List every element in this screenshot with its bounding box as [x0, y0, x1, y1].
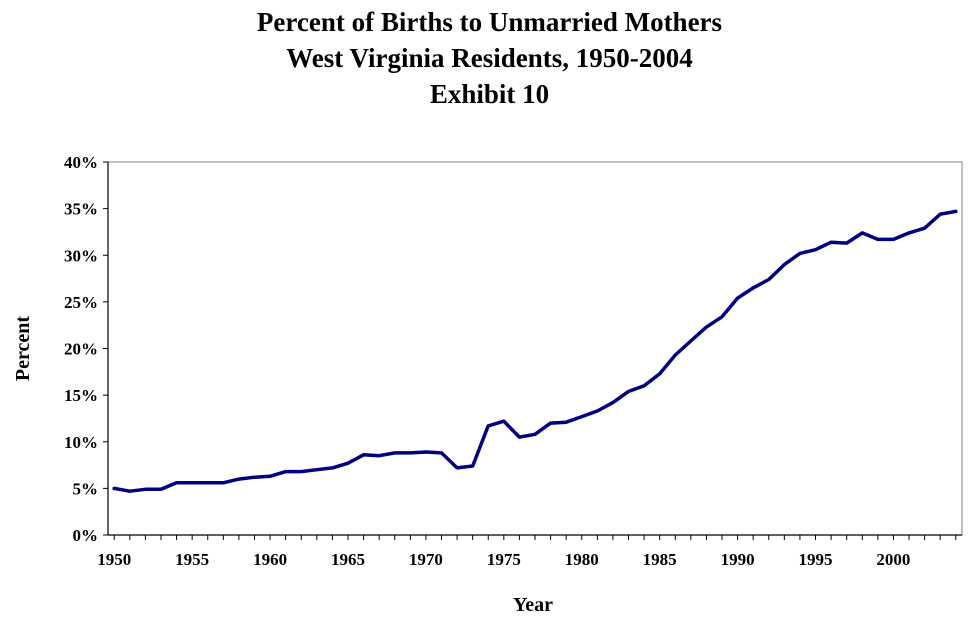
y-tick-label: 10% [64, 433, 98, 452]
chart-title: Percent of Births to Unmarried Mothers [256, 7, 723, 37]
x-tick-label: 1965 [331, 550, 365, 569]
y-tick-label: 0% [73, 526, 99, 545]
y-tick-label: 5% [73, 479, 99, 498]
x-axis-ticks: 1950 1955 1960 1965 1970 1975 1980 1985 1990 1995… [97, 535, 957, 569]
y-tick-label: 30% [64, 246, 98, 265]
series-line [112, 209, 958, 493]
x-tick-label: 1960 [253, 550, 287, 569]
x-axis-title: Year [513, 594, 553, 616]
y-tick-label: 20% [64, 340, 98, 359]
x-tick-label: 1975 [487, 550, 521, 569]
y-tick-label: 25% [64, 293, 98, 312]
y-tick-label: 40% [64, 153, 98, 172]
chart-exhibit-label: Exhibit 10 [429, 79, 550, 109]
x-tick-label: 2000 [876, 550, 910, 569]
x-tick-label: 1955 [175, 550, 209, 569]
chart-subtitle: West Virginia Residents, 1950-2004 [286, 43, 693, 73]
x-tick-label: 1950 [97, 550, 131, 569]
x-tick-label: 1995 [799, 550, 833, 569]
y-axis-ticks: 0% 5% 10% 15% 20% 25% 30% 35% 40% [64, 153, 108, 545]
x-tick-label: 1985 [643, 550, 677, 569]
y-tick-label: 15% [64, 386, 98, 405]
y-axis-title: Percent [12, 316, 34, 381]
x-tick-label: 1990 [721, 550, 755, 569]
y-tick-label: 35% [64, 200, 98, 219]
x-tick-label: 1980 [565, 550, 599, 569]
x-tick-label: 1970 [409, 550, 443, 569]
